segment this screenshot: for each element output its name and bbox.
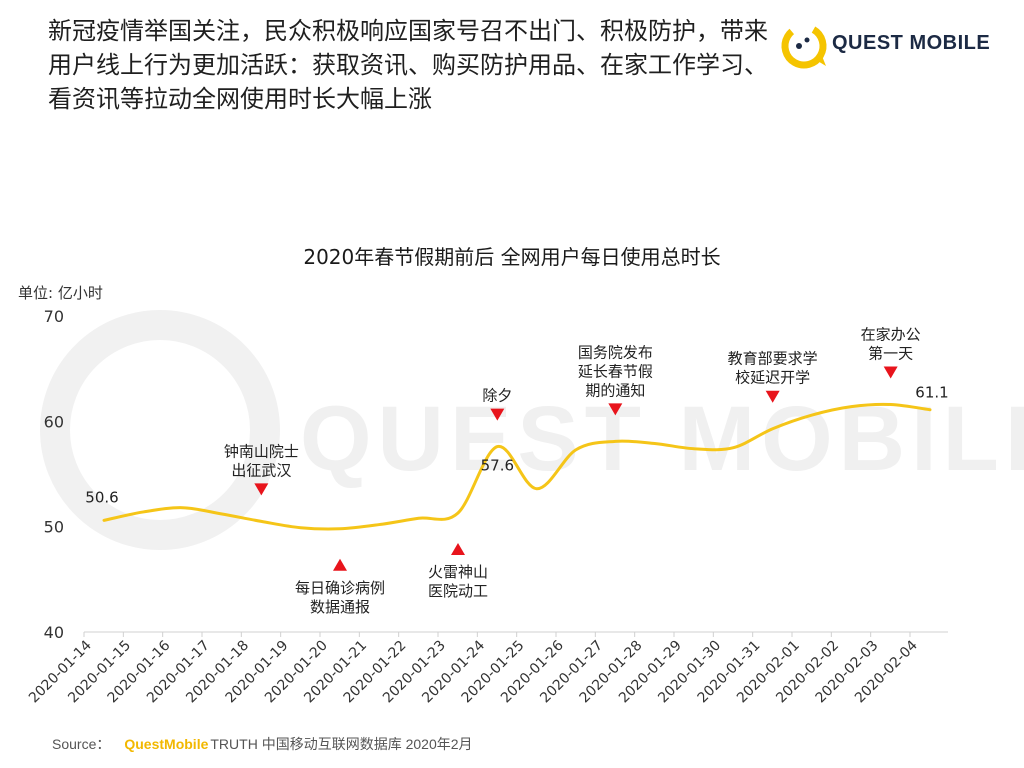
source-brand: QuestMobile <box>124 736 209 752</box>
watermark-text: QUEST MOBILE <box>300 388 1024 490</box>
annotation-text: 医院动工 <box>428 582 488 600</box>
logo-text: QUEST MOBILE <box>832 32 991 54</box>
annotation-text: 出征武汉 <box>231 461 291 479</box>
y-tick-label: 60 <box>44 412 64 431</box>
annotation-text: 钟南山院士 <box>224 442 299 460</box>
series-line <box>102 402 932 531</box>
source-label: Source： <box>52 736 111 752</box>
annotation-text: 在家办公 <box>861 325 921 343</box>
quest-mobile-logo <box>781 23 827 69</box>
annotation-text: 除夕 <box>482 387 512 405</box>
x-axis: 2020-01-142020-01-152020-01-162020-01-17… <box>26 632 921 706</box>
headline: 新冠疫情举国关注，民众积极响应国家号召不出门、积极防护，带来用户线上行为更加活跃… <box>48 17 768 113</box>
chart-title: 2020年春节假期前后 全网用户每日使用总时长 <box>303 245 720 269</box>
source-line: Source： QuestMobile TRUTH 中国移动互联网数据库 2020年… <box>52 734 473 754</box>
up-triangle-marker <box>451 542 465 555</box>
y-tick-label: 40 <box>44 623 64 642</box>
source-text: TRUTH 中国移动互联网数据库 2020年2月 <box>210 736 473 752</box>
annotations: 钟南山院士出征武汉每日确诊病例数据通报火雷神山医院动工除夕国务院发布延长春节假期… <box>224 325 921 615</box>
annotation: 除夕 <box>482 387 512 421</box>
y-unit-label: 单位: 亿小时 <box>18 284 103 302</box>
annotation-text: 火雷神山 <box>428 563 488 581</box>
data-label: 57.6 <box>481 457 514 475</box>
annotation-text: 第一天 <box>868 344 913 362</box>
down-triangle-marker <box>254 483 269 496</box>
y-tick-label: 50 <box>44 518 64 537</box>
annotation-text: 期的通知 <box>585 381 645 399</box>
down-triangle-marker <box>608 403 623 416</box>
annotation-text: 国务院发布 <box>578 343 653 361</box>
annotation-text: 教育部要求学 <box>728 350 818 368</box>
up-triangle-marker <box>333 558 347 571</box>
down-triangle-marker <box>490 408 505 421</box>
down-triangle-marker <box>883 366 898 379</box>
data-label: 61.1 <box>915 384 948 402</box>
annotation-text: 数据通报 <box>310 598 370 616</box>
data-label: 50.6 <box>85 488 118 506</box>
annotation-text: 校延迟开学 <box>735 369 810 387</box>
logo-icon <box>781 23 827 69</box>
annotation-text: 延长春节假 <box>578 362 653 380</box>
y-tick-label: 70 <box>44 307 64 326</box>
down-triangle-marker <box>765 390 780 403</box>
data-labels: 50.6 57.6 61.1 <box>85 384 949 529</box>
annotation-text: 每日确诊病例 <box>295 579 385 597</box>
y-axis: 40 50 60 70 <box>44 307 64 642</box>
